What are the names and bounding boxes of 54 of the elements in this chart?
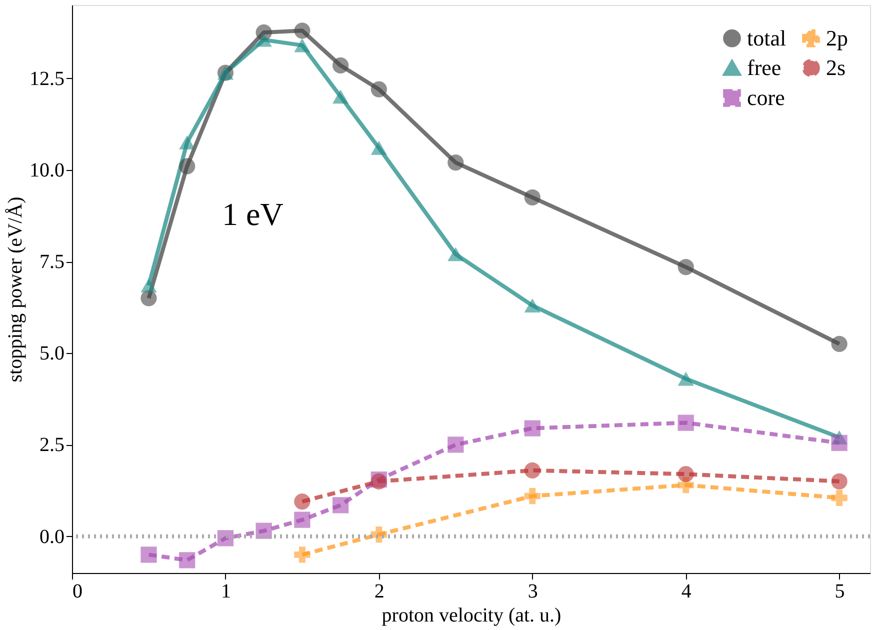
- point: [831, 434, 848, 451]
- point: [678, 414, 694, 431]
- point: [524, 420, 540, 436]
- annotation: 1 eV: [222, 196, 284, 232]
- y-tick-label: 0.0: [40, 526, 64, 548]
- point: [448, 154, 464, 171]
- legend-label: 2p: [826, 25, 848, 50]
- point: [294, 38, 310, 52]
- point: [332, 90, 349, 104]
- y-tick-label: 2.5: [40, 434, 64, 456]
- y-tick-label: 10.0: [30, 159, 64, 182]
- legend-label: total: [747, 25, 786, 50]
- point: [524, 462, 540, 478]
- point: [179, 158, 196, 174]
- x-tick-label: 4: [681, 580, 692, 602]
- point: [831, 490, 848, 506]
- point: [256, 32, 272, 47]
- point: [294, 512, 310, 528]
- point: [140, 278, 157, 292]
- point: [448, 436, 464, 453]
- point: [524, 298, 540, 312]
- point: [294, 493, 310, 510]
- x-tick-label: 5: [834, 580, 845, 602]
- y-axis-title: stopping power (eV/Å): [4, 196, 26, 382]
- x-tick-label: 1: [220, 580, 231, 602]
- point: [294, 546, 310, 563]
- x-tick-label: 3: [528, 580, 538, 602]
- point: [524, 488, 540, 504]
- point: [179, 552, 196, 568]
- point: [448, 247, 464, 262]
- point: [140, 290, 157, 306]
- point: [831, 336, 848, 352]
- x-tick-label: 2: [374, 580, 384, 602]
- x-tick-label: 0: [72, 580, 82, 602]
- point: [179, 135, 196, 150]
- point: [332, 497, 349, 514]
- point: [294, 22, 310, 39]
- x-axis-title: proton velocity (at. u.): [382, 604, 562, 626]
- point: [140, 546, 157, 563]
- legend-label: core: [747, 85, 785, 110]
- point: [678, 372, 694, 386]
- y-tick-label: 12.5: [30, 68, 64, 90]
- point: [370, 140, 387, 155]
- point: [332, 57, 349, 74]
- y-tick-label: 5.0: [40, 342, 64, 365]
- point: [831, 473, 848, 490]
- point: [217, 530, 234, 546]
- point: [678, 258, 694, 276]
- point: [370, 81, 387, 98]
- legend-label: free: [747, 55, 782, 80]
- legend-label: 2s: [826, 55, 846, 80]
- point: [678, 466, 694, 482]
- y-tick-label: 7.5: [40, 251, 64, 274]
- point: [524, 189, 540, 206]
